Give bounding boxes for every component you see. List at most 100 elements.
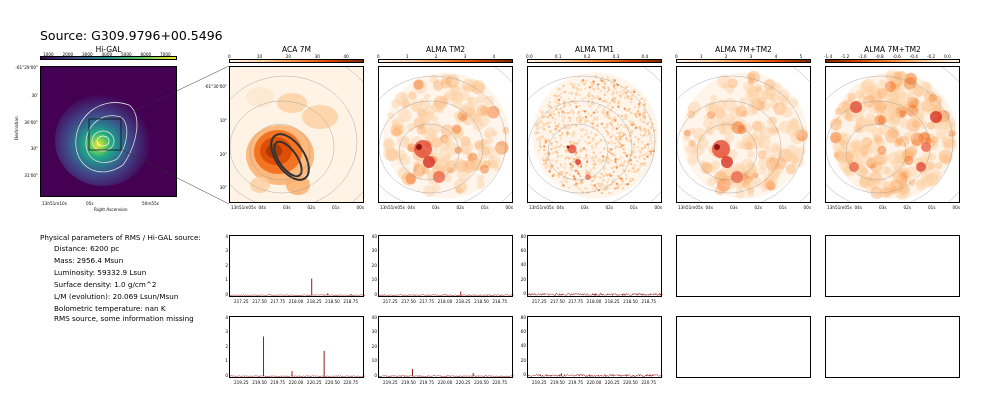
panel-colorbar-tick: 20 (285, 53, 292, 59)
spectrum-x-tick: 218.25 (604, 299, 620, 304)
spectrum-line (379, 375, 514, 378)
panel-x-tick: 03s (283, 205, 291, 210)
spectrum-line (528, 292, 663, 297)
spectrum-x-tick: 220.00 (437, 380, 453, 385)
panel-map (230, 67, 363, 202)
spectrum-y-tick: 30 (371, 329, 377, 335)
info-bolometric-temperature: Bolometric temperature: nan K (54, 304, 166, 313)
panel-image (676, 66, 811, 203)
panel-x-tick: 03s (432, 205, 440, 210)
spectrum-panel (527, 235, 663, 297)
panel-x-tick: 04s (705, 205, 714, 210)
panel-colorbar-tick: 0.3 (612, 53, 620, 59)
spectrum-x-tick: 217.50 (550, 299, 565, 304)
hi-gal-y-tick: -61°29'00" (15, 65, 38, 70)
hi-gal-colorbar (40, 56, 177, 60)
hi-gal-colorbar-tick: 3000 (82, 51, 93, 57)
panel-x-tick: 01s (630, 205, 638, 210)
spectrum-y-tick: 20 (371, 262, 377, 268)
hi-gal-y-tick: 30'00" (24, 120, 38, 125)
page-title: Source: G309.9796+00.5496 (40, 28, 223, 43)
spectrum-y-tick: 80 (520, 233, 526, 239)
spectrum-x-tick: 217.75 (270, 299, 286, 304)
panel-colorbar-tick: 0.1 (554, 53, 562, 59)
panel-colorbar-tick: 0 (377, 53, 380, 59)
empty-spectrum-panel (676, 235, 811, 297)
panel-image (825, 66, 960, 203)
panel-colorbar-tick: 0.0 (944, 53, 951, 59)
panel-colorbar (825, 59, 960, 63)
hi-gal-x-tick: 13h51m10s (42, 201, 67, 206)
spectrum-x-tick: 219.75 (568, 380, 584, 385)
spectrum-x-tick: 219.75 (270, 380, 286, 385)
spectrum-x-tick: 219.50 (252, 380, 267, 385)
spectrum-plot (528, 292, 663, 297)
spectrum-x-tick: 218.25 (455, 299, 471, 304)
spectrum-y-tick: 1 (225, 358, 228, 364)
spectrum-y-tick: 2 (225, 262, 228, 268)
panel-x-tick: 02s (605, 205, 614, 210)
panel-x-tick: 00s (654, 205, 663, 210)
spectrum-x-tick: 218.25 (306, 299, 322, 304)
spectrum-y-tick: 30 (371, 248, 377, 254)
spectrum-y-tick: 4 (225, 314, 228, 320)
info-luminosity: Luminosity: 59332.9 Lsun (54, 268, 147, 277)
spectrum-line (230, 294, 365, 296)
hi-gal-x-tick: 50m55s (142, 201, 159, 206)
panel-y-tick: -61°30'00" (204, 84, 227, 89)
spectrum-y-tick: 3 (225, 329, 228, 335)
spectrum-x-tick: 217.25 (382, 299, 398, 304)
info-mass: Mass: 2956.4 Msun (54, 256, 124, 265)
spectrum-x-tick: 218.00 (586, 299, 602, 304)
spectrum-plot (379, 291, 514, 297)
panel-x-tick: 02s (307, 205, 316, 210)
panel-x-tick: 00s (952, 205, 961, 210)
spectrum-y-tick: 40 (520, 262, 526, 268)
panel-x-tick: 00s (505, 205, 514, 210)
panel-colorbar-tick: -0.2 (926, 53, 936, 59)
panel-image (527, 66, 662, 203)
spectrum-y-tick: 0 (523, 371, 526, 377)
spectrum-x-tick: 217.25 (233, 299, 249, 304)
info-distance: Distance: 6200 pc (54, 244, 120, 253)
spectrum-y-tick: 10 (371, 277, 377, 283)
spectrum-x-tick: 219.50 (401, 380, 416, 385)
hi-gal-colorbar-tick: 2000 (62, 51, 74, 57)
hi-gal-map (41, 67, 176, 196)
panel-colorbar-tick: 2 (434, 53, 438, 59)
panel-x-tick: 03s (879, 205, 887, 210)
spectrum-x-tick: 220.75 (343, 380, 359, 385)
spectrum-y-tick: 0 (225, 372, 228, 378)
panel-x-tick: 03s (730, 205, 738, 210)
info-header: Physical parameters of RMS / Hi-GAL sour… (40, 233, 201, 242)
panel-x-tick: 13h51m05s (678, 205, 703, 210)
panel-x-tick: 02s (456, 205, 465, 210)
hi-gal-image (40, 66, 177, 197)
panel-colorbar-tick: 10 (256, 53, 263, 59)
spectrum-panel (229, 316, 365, 378)
spectrum-y-tick: 20 (371, 343, 377, 349)
panel-map (677, 67, 810, 202)
spectrum-y-tick: 0 (225, 291, 228, 297)
panel-x-tick: 00s (803, 205, 812, 210)
panel-colorbar (676, 59, 811, 63)
panel-colorbar-tick: 1 (405, 53, 409, 59)
panel-colorbar-tick: 0 (675, 53, 678, 59)
hi-gal-title: Hi-GAL (95, 45, 122, 54)
panel-colorbar-tick: -1.4 (824, 53, 833, 59)
panel-colorbar-tick: 5 (799, 53, 803, 59)
panel-colorbar-tick: 4 (492, 53, 496, 59)
panel-x-tick: 01s (928, 205, 936, 210)
panel-colorbar-tick: -0.6 (892, 53, 901, 59)
panel-title: ALMA 7M+TM2 (864, 45, 921, 54)
spectrum-y-tick: 2 (225, 343, 228, 349)
hi-gal-colorbar-tick: 4000 (101, 51, 113, 57)
panel-y-tick: 30" (219, 185, 227, 190)
spectrum-y-tick: 0 (374, 372, 377, 378)
panel-x-tick: 13h51m05s (529, 205, 554, 210)
panel-title: ALMA TM1 (574, 45, 615, 54)
info-surface-density: Surface density: 1.0 g/cm^2 (54, 280, 157, 289)
panel-x-tick: 00s (356, 205, 365, 210)
panel-colorbar-tick: -1.0 (858, 53, 867, 59)
